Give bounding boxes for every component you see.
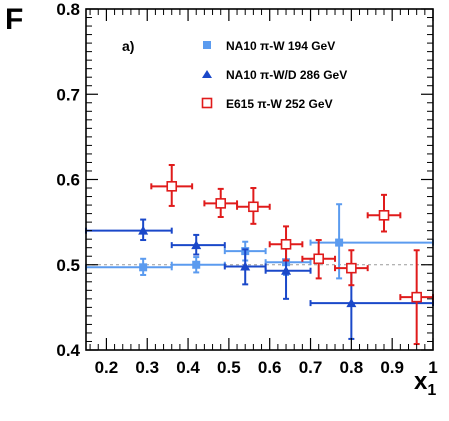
data-point bbox=[138, 225, 149, 235]
x-tick-label: 0.7 bbox=[299, 358, 323, 377]
y-tick-label: 0.8 bbox=[56, 0, 80, 19]
x-tick-label: 0.6 bbox=[258, 358, 282, 377]
data-point bbox=[215, 198, 227, 209]
x-axis-title-main: x bbox=[414, 368, 428, 395]
data-point bbox=[378, 210, 390, 221]
legend-label-na10-wd-286: NA10 π-W/D 286 GeV bbox=[226, 68, 347, 82]
x-axis-title-sub: 1 bbox=[427, 382, 436, 399]
x-tick-label: 0.4 bbox=[176, 358, 200, 377]
y-axis-title: F bbox=[5, 3, 23, 36]
x-tick-label: 1 bbox=[428, 358, 437, 377]
ticks-layer bbox=[86, 8, 434, 351]
y-tick-label: 0.5 bbox=[56, 256, 80, 275]
plot-frame bbox=[85, 8, 434, 351]
series-1 bbox=[85, 218, 434, 340]
data-point bbox=[313, 253, 324, 265]
data-point bbox=[240, 261, 251, 271]
legend-label-na10-w-194: NA10 π-W 194 GeV bbox=[226, 39, 335, 53]
tick-labels-layer: 0.2 0.3 0.4 0.5 0.6 0.7 0.8 0.9 1 0.4 0.5 0.6 0.7 0.8 bbox=[56, 0, 437, 377]
series-layer bbox=[85, 164, 434, 346]
data-point bbox=[191, 240, 202, 250]
legend-marker-na10-wd-286 bbox=[202, 70, 212, 78]
legend-label-e615-w-252: E615 π-W 252 GeV bbox=[226, 97, 333, 111]
x-tick-label: 0.9 bbox=[380, 358, 404, 377]
data-point bbox=[281, 265, 292, 275]
data-point bbox=[346, 298, 357, 308]
y-tick-label: 0.4 bbox=[56, 341, 80, 360]
legend-marker-e615-w-252 bbox=[201, 97, 213, 109]
x-tick-label: 0.3 bbox=[135, 358, 159, 377]
legend-marker-na10-w-194 bbox=[203, 41, 211, 49]
data-point bbox=[139, 263, 148, 272]
data-point bbox=[335, 238, 344, 247]
data-point bbox=[248, 201, 259, 213]
y-tick-label: 0.6 bbox=[56, 171, 80, 190]
data-point bbox=[280, 238, 292, 250]
y-tick-label: 0.7 bbox=[56, 85, 80, 104]
data-point bbox=[192, 260, 201, 269]
x-tick-label: 0.2 bbox=[95, 358, 119, 377]
data-point bbox=[166, 181, 178, 192]
data-point bbox=[411, 291, 422, 303]
data-point bbox=[346, 262, 357, 274]
x-tick-label: 0.8 bbox=[340, 358, 364, 377]
series-2 bbox=[150, 164, 434, 346]
panel-label: a) bbox=[122, 38, 134, 54]
x-tick-label: 0.5 bbox=[217, 358, 241, 377]
x-axis-title: x1 bbox=[414, 368, 436, 399]
svg-text:x1: x1 bbox=[414, 368, 436, 399]
legend: NA10 π-W 194 GeV NA10 π-W/D 286 GeV E615… bbox=[201, 39, 347, 111]
